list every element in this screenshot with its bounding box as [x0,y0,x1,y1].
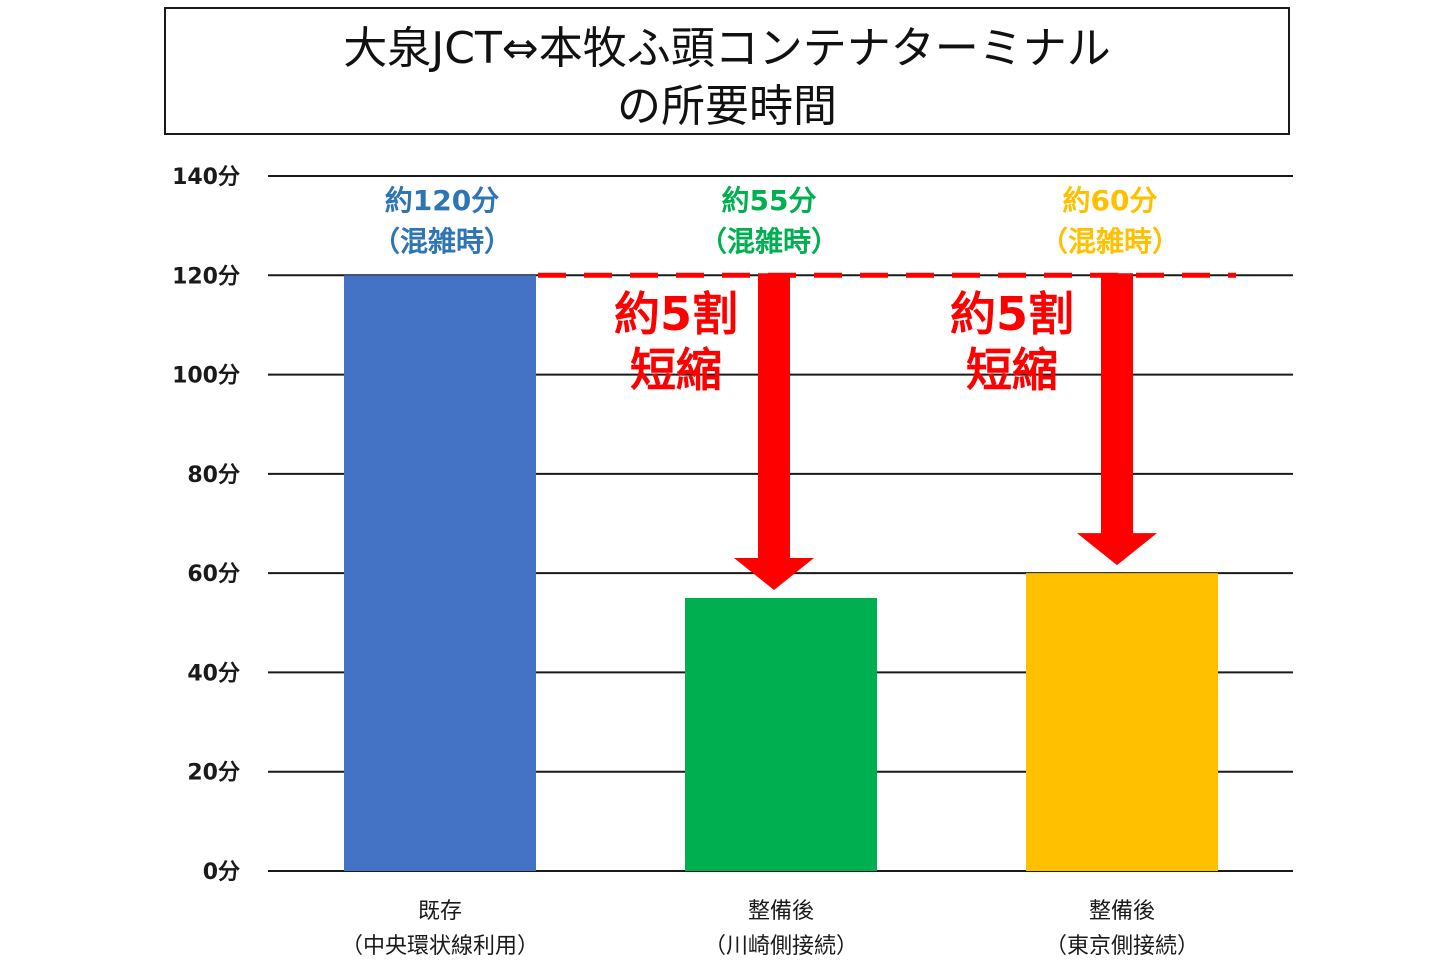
reduction-label-line2: 短縮 [966,343,1058,397]
bar [344,275,536,871]
category-sublabel: （川崎側接続） [704,934,858,959]
y-tick-label: 140分 [172,165,240,190]
y-tick-label: 80分 [187,463,240,488]
reduction-arrow [1077,273,1157,566]
reduction-label: 約5割 [614,287,738,341]
y-tick-label: 40分 [187,661,240,686]
value-label: 約60分 [1063,184,1158,217]
chart-title-box: 大泉JCT⇔本牧ふ頭コンテナターミナル の所要時間 [164,7,1290,135]
y-tick-label: 120分 [172,264,240,289]
value-label-note: （混雑時） [1040,225,1180,258]
bar [1026,573,1218,871]
category-sublabel: （東京側接続） [1045,934,1199,959]
category-label: 整備後 [1089,899,1155,924]
y-tick-label: 100分 [172,364,240,389]
chart-title: 大泉JCT⇔本牧ふ頭コンテナターミナル [343,23,1111,74]
category-sublabel: （中央環状線利用） [341,934,539,959]
value-label: 約55分 [722,184,817,217]
reduction-label: 約5割 [950,287,1074,341]
value-label: 約120分 [385,184,499,217]
reduction-arrow [734,273,814,590]
reduction-label-line2: 短縮 [630,343,722,397]
value-label-note: （混雑時） [372,225,512,258]
category-label: 既存 [418,899,462,924]
chart-title-line2: の所要時間 [617,81,837,132]
value-label-note: （混雑時） [699,225,839,258]
y-tick-label: 60分 [187,562,240,587]
category-label: 整備後 [748,899,814,924]
bar [685,597,877,871]
y-tick-label: 0分 [203,860,240,885]
y-tick-label: 20分 [187,761,240,786]
